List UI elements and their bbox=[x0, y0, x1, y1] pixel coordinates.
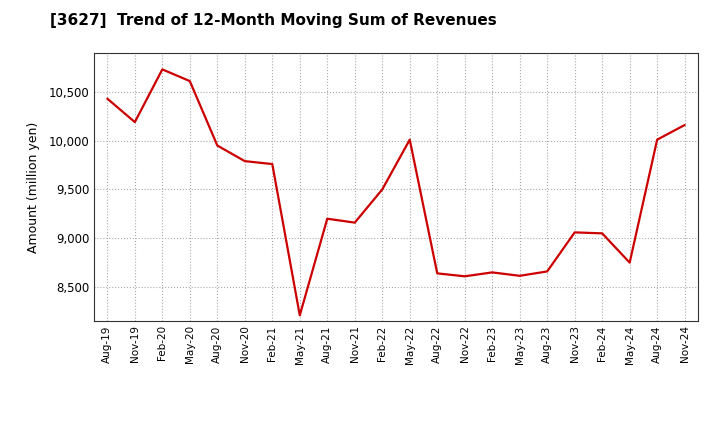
Text: [3627]  Trend of 12-Month Moving Sum of Revenues: [3627] Trend of 12-Month Moving Sum of R… bbox=[50, 13, 497, 28]
Y-axis label: Amount (million yen): Amount (million yen) bbox=[27, 121, 40, 253]
